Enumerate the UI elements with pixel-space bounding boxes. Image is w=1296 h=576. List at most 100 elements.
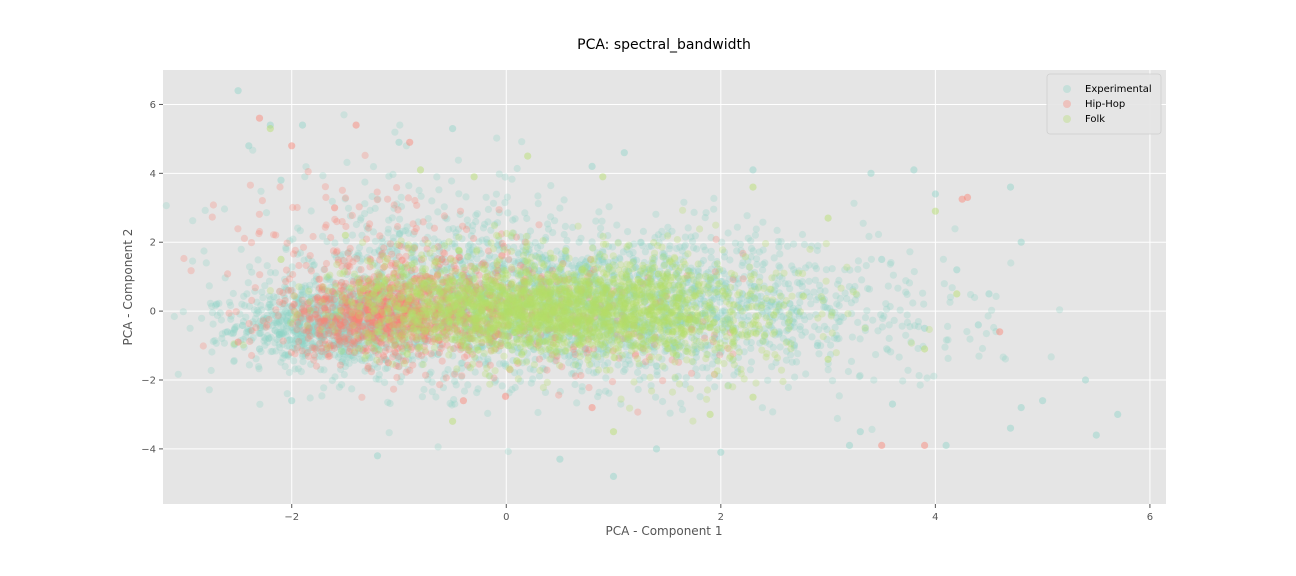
experimental-point (349, 290, 357, 298)
experimental-point (287, 323, 295, 332)
experimental-point (367, 279, 375, 288)
experimental-point (503, 193, 511, 201)
experimental-point (307, 207, 315, 215)
experimental-point (388, 321, 396, 329)
experimental-point (693, 371, 701, 380)
experimental-point (266, 300, 274, 308)
experimental-point (449, 125, 457, 133)
experimental-point (338, 358, 347, 366)
experimental-point (931, 190, 940, 198)
experimental-point (414, 303, 422, 311)
experimental-point (308, 340, 316, 348)
experimental-point (906, 323, 914, 331)
experimental-point (367, 321, 375, 329)
experimental-point (319, 318, 327, 326)
experimental-point (300, 340, 308, 348)
experimental-point (360, 305, 368, 313)
experimental-point (328, 322, 336, 330)
experimental-point (317, 309, 325, 317)
experimental-point (378, 298, 386, 306)
experimental-point (266, 268, 275, 277)
experimental-point (389, 326, 397, 334)
experimental-point (355, 350, 363, 358)
hip-hop-point (659, 377, 667, 385)
hip-hop-point (293, 325, 301, 333)
experimental-point (433, 173, 441, 181)
experimental-point (286, 309, 294, 317)
experimental-point (308, 325, 316, 333)
experimental-point (518, 138, 526, 146)
experimental-point (310, 299, 318, 307)
experimental-point (736, 240, 745, 248)
experimental-point (316, 337, 324, 345)
experimental-point (273, 317, 281, 325)
experimental-point (624, 228, 632, 236)
experimental-point (313, 344, 321, 352)
experimental-point (328, 309, 336, 317)
experimental-point (418, 393, 426, 401)
experimental-point (279, 313, 287, 321)
experimental-point (336, 311, 344, 319)
experimental-point (255, 329, 263, 337)
experimental-point (313, 328, 321, 336)
experimental-point (320, 328, 328, 336)
experimental-point (265, 301, 273, 309)
experimental-point (230, 357, 238, 365)
experimental-point (237, 245, 245, 253)
experimental-point (281, 307, 290, 315)
experimental-point (344, 204, 353, 212)
experimental-point (208, 348, 216, 356)
experimental-point (500, 262, 508, 270)
experimental-point (680, 289, 688, 297)
experimental-point (330, 300, 338, 308)
experimental-point (280, 299, 289, 308)
experimental-point (428, 241, 436, 249)
experimental-point (505, 303, 513, 311)
hip-hop-point (299, 243, 308, 251)
experimental-point (835, 392, 843, 400)
experimental-point (368, 336, 376, 344)
experimental-point (316, 314, 324, 322)
experimental-point (340, 348, 348, 356)
experimental-point (391, 341, 399, 349)
experimental-point (481, 324, 489, 333)
experimental-point (410, 256, 418, 264)
experimental-point (302, 298, 310, 307)
experimental-point (590, 278, 598, 286)
experimental-point (328, 197, 336, 205)
experimental-point (337, 328, 346, 336)
experimental-point (398, 324, 406, 332)
experimental-point (501, 297, 509, 305)
experimental-point (400, 308, 408, 316)
experimental-point (290, 328, 298, 336)
experimental-point (322, 346, 330, 354)
experimental-point (291, 327, 299, 335)
experimental-point (327, 331, 335, 340)
experimental-point (281, 351, 289, 359)
experimental-point (306, 314, 314, 322)
experimental-point (751, 231, 760, 239)
experimental-point (162, 202, 170, 210)
experimental-point (344, 314, 352, 322)
experimental-point (634, 385, 642, 394)
experimental-point (377, 322, 386, 330)
experimental-point (392, 359, 401, 367)
experimental-point (388, 322, 396, 330)
experimental-point (759, 260, 767, 268)
experimental-point (288, 326, 296, 334)
experimental-point (332, 340, 341, 348)
experimental-point (344, 353, 352, 361)
experimental-point (361, 178, 369, 186)
experimental-point (808, 333, 816, 341)
experimental-point (336, 329, 344, 337)
experimental-point (231, 323, 239, 331)
experimental-point (509, 266, 518, 274)
experimental-point (313, 292, 321, 300)
experimental-point (910, 268, 918, 276)
experimental-point (260, 314, 268, 322)
experimental-point (919, 289, 927, 297)
experimental-point (366, 354, 374, 362)
experimental-point (295, 321, 303, 329)
experimental-point (357, 294, 366, 302)
